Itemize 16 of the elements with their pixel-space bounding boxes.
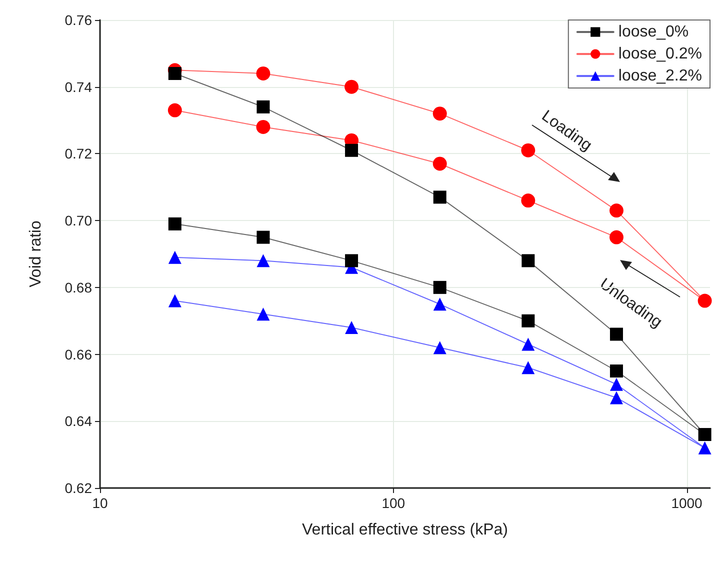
- y-tick-label: 0.70: [64, 212, 92, 229]
- x-axis-title: Vertical effective stress (kPa): [302, 522, 508, 538]
- y-tick-label: 0.72: [64, 146, 92, 162]
- y-tick-label: 0.74: [64, 78, 92, 95]
- x-tick-label: 1000: [671, 495, 703, 511]
- y-tick-label: 0.76: [64, 12, 92, 28]
- y-tick-label: 0.66: [64, 346, 92, 362]
- x-tick-label: 10: [92, 495, 108, 511]
- y-axis-title: Void ratio: [28, 220, 44, 288]
- y-tick-label: 0.64: [64, 413, 92, 430]
- legend-label: loose_0.2%: [618, 46, 702, 62]
- legend-label: loose_0%: [618, 24, 689, 40]
- y-tick-label: 0.68: [64, 279, 92, 296]
- y-tick-label: 0.62: [64, 480, 92, 496]
- legend-label: loose_2.2%: [618, 68, 702, 84]
- x-tick-label: 100: [382, 495, 406, 511]
